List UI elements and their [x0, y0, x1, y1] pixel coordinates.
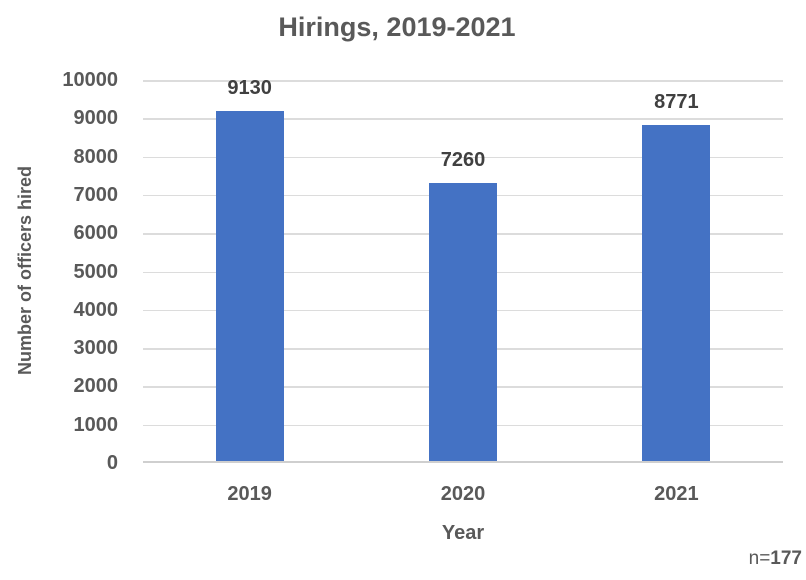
plot-area: 9130 7260 8771	[143, 77, 783, 463]
gridline	[143, 156, 783, 159]
bar-2020	[429, 182, 497, 461]
y-tick-label: 5000	[73, 260, 119, 283]
sample-size-prefix: n=	[748, 548, 771, 569]
y-axis-tick-labels: 0 1000 2000 3000 4000 5000 6000 7000 8000 9000 100…	[0, 69, 119, 474]
bar-2019	[215, 111, 284, 461]
gridline	[143, 118, 783, 120]
x-tick-label: 2021	[654, 483, 699, 505]
bar-data-label: 8771	[654, 91, 699, 114]
y-tick-label: 4000	[73, 298, 119, 321]
y-tick-label: 9000	[73, 107, 119, 130]
y-tick-label: 8000	[73, 145, 119, 168]
y-tick-label: 10000	[62, 69, 118, 91]
x-axis-title: Year	[441, 522, 485, 544]
y-tick-label: 2000	[73, 375, 119, 398]
chart-title: Hirings, 2019-2021	[278, 12, 516, 42]
y-tick-label: 3000	[73, 337, 119, 360]
y-tick-label: 6000	[73, 222, 119, 245]
bar-data-label: 9130	[227, 77, 272, 100]
bar-data-label: 7260	[440, 148, 486, 171]
sample-size-note: n=177	[749, 548, 802, 570]
sample-size-value: 177	[770, 548, 802, 569]
y-tick-label: 0	[106, 452, 118, 474]
y-tick-label: 7000	[73, 183, 119, 206]
y-tick-label: 1000	[73, 413, 119, 436]
x-tick-label: 2019	[227, 483, 272, 505]
bar-2021	[642, 125, 711, 461]
x-axis-tick-labels: 2019 2020 2021	[143, 481, 783, 507]
gridline	[143, 80, 783, 82]
x-tick-label: 2020	[440, 483, 486, 505]
